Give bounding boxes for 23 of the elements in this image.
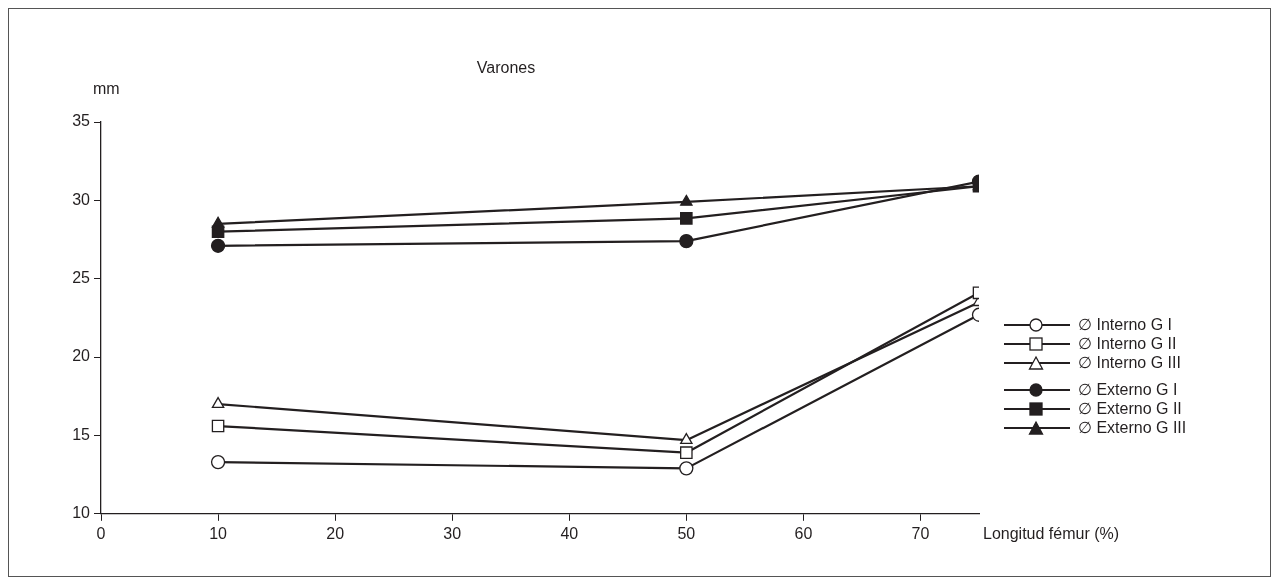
chart-title: Varones — [476, 59, 536, 76]
x-tick-label: 40 — [560, 524, 579, 542]
x-axis-title: Longitud fémur (%) — [983, 525, 1120, 543]
legend-label: ∅ Externo G III — [1078, 418, 1187, 437]
x-tick-label: 70 — [911, 524, 930, 542]
legend-label: ∅ Interno G II — [1078, 334, 1177, 353]
x-tick-label: 60 — [794, 524, 813, 542]
legend-label: ∅ Interno G III — [1078, 353, 1181, 372]
y-tick-label: 10 — [72, 504, 91, 522]
legend-label: ∅ Externo G I — [1078, 380, 1178, 399]
y-axis-title: mm — [93, 80, 120, 97]
legend-label: ∅ Interno G I — [1078, 315, 1173, 334]
x-tick-label: 20 — [326, 524, 345, 542]
x-tick-label: 50 — [677, 524, 696, 542]
y-tick-label: 35 — [72, 112, 91, 130]
y-tick-label: 20 — [72, 347, 91, 365]
x-tick-label: 30 — [443, 524, 462, 542]
legend-label: ∅ Externo G II — [1078, 399, 1182, 418]
y-tick-label: 15 — [72, 425, 91, 443]
x-tick-label: 0 — [96, 524, 106, 542]
y-tick-label: 30 — [72, 190, 91, 208]
y-tick-label: 25 — [72, 269, 91, 287]
x-tick-label: 10 — [209, 524, 228, 542]
